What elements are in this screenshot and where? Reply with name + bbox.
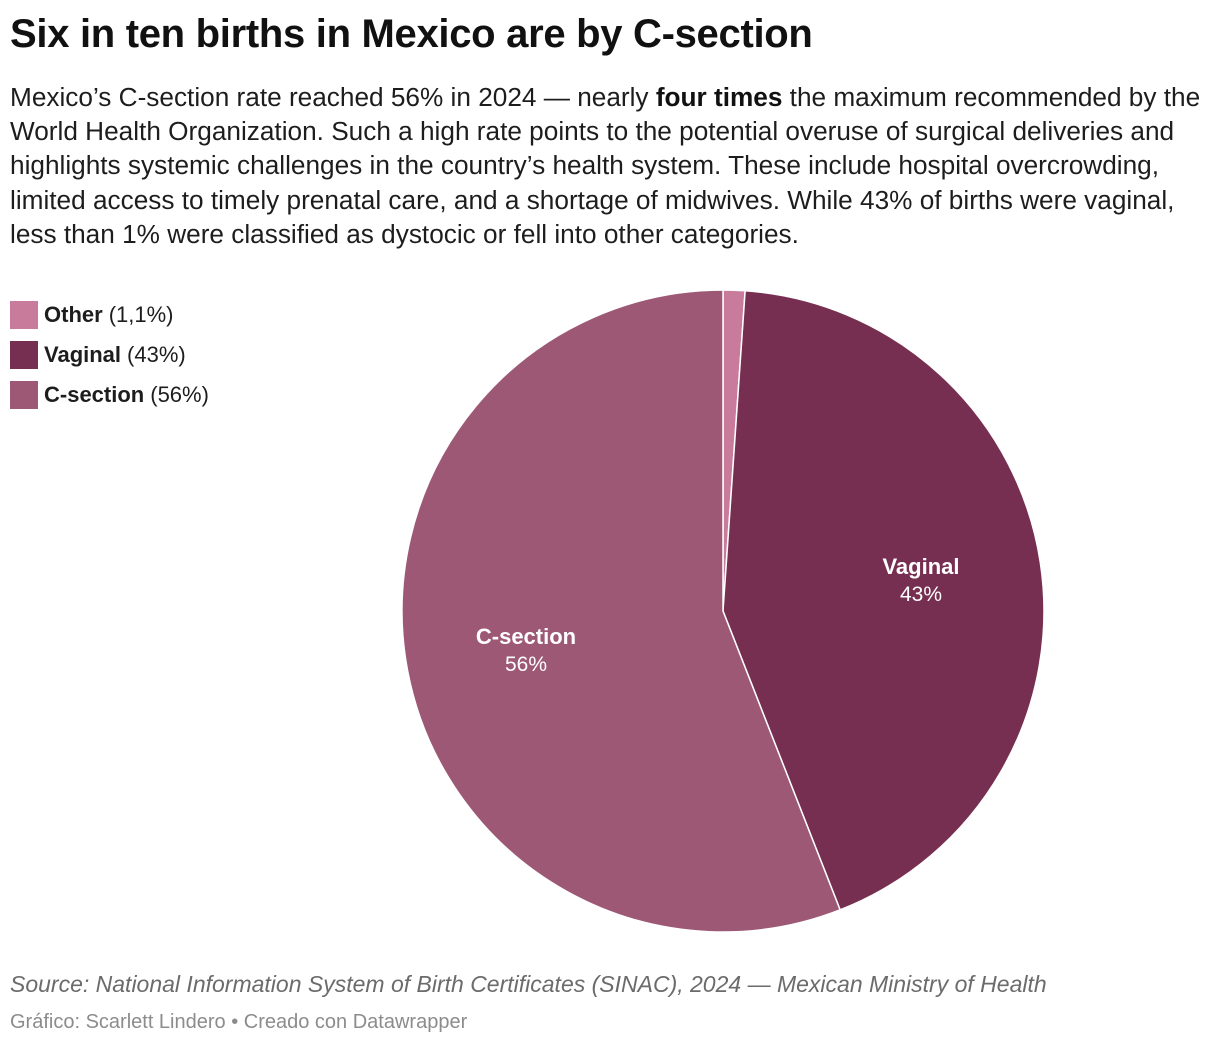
chart-title: Six in ten births in Mexico are by C-sec… — [10, 12, 813, 56]
slice-label-vaginal: Vaginal — [882, 554, 959, 579]
legend-swatch-c-section — [10, 381, 38, 409]
legend-swatch-vaginal — [10, 341, 38, 369]
pie-slice-vaginal — [722, 289, 1045, 911]
legend-label-other: Other — [44, 302, 103, 327]
chart-description: Mexico’s C-section rate reached 56% in 2… — [10, 80, 1210, 251]
description-text-end: the maximum recommended by the World Hea… — [10, 82, 1201, 249]
legend: Other (1,1%) Vaginal (43%) C-section (56… — [10, 300, 209, 420]
legend-item-other: Other (1,1%) — [10, 300, 209, 330]
slice-label-c-section: C-section — [476, 624, 576, 649]
chart-credit: Gráfico: Scarlett Lindero • Creado con D… — [10, 1011, 468, 1033]
legend-label-vaginal: Vaginal — [44, 342, 122, 367]
slice-value-c-section: 56% — [505, 653, 547, 676]
legend-value-vaginal: (43%) — [127, 342, 186, 367]
legend-item-vaginal: Vaginal (43%) — [10, 340, 209, 370]
legend-item-c-section: C-section (56%) — [10, 380, 209, 410]
slice-value-vaginal: 43% — [900, 583, 942, 606]
legend-value-c-section: (56%) — [150, 382, 209, 407]
legend-value-other: (1,1%) — [108, 302, 174, 327]
legend-swatch-other — [10, 301, 38, 329]
description-bold-text: four times — [655, 82, 783, 112]
source-note: Source: National Information System of B… — [10, 971, 1047, 997]
description-text-start: Mexico’s C-section rate reached 56% in 2… — [10, 82, 656, 112]
pie-slice-c-section — [401, 289, 842, 933]
legend-label-c-section: C-section — [44, 382, 145, 407]
